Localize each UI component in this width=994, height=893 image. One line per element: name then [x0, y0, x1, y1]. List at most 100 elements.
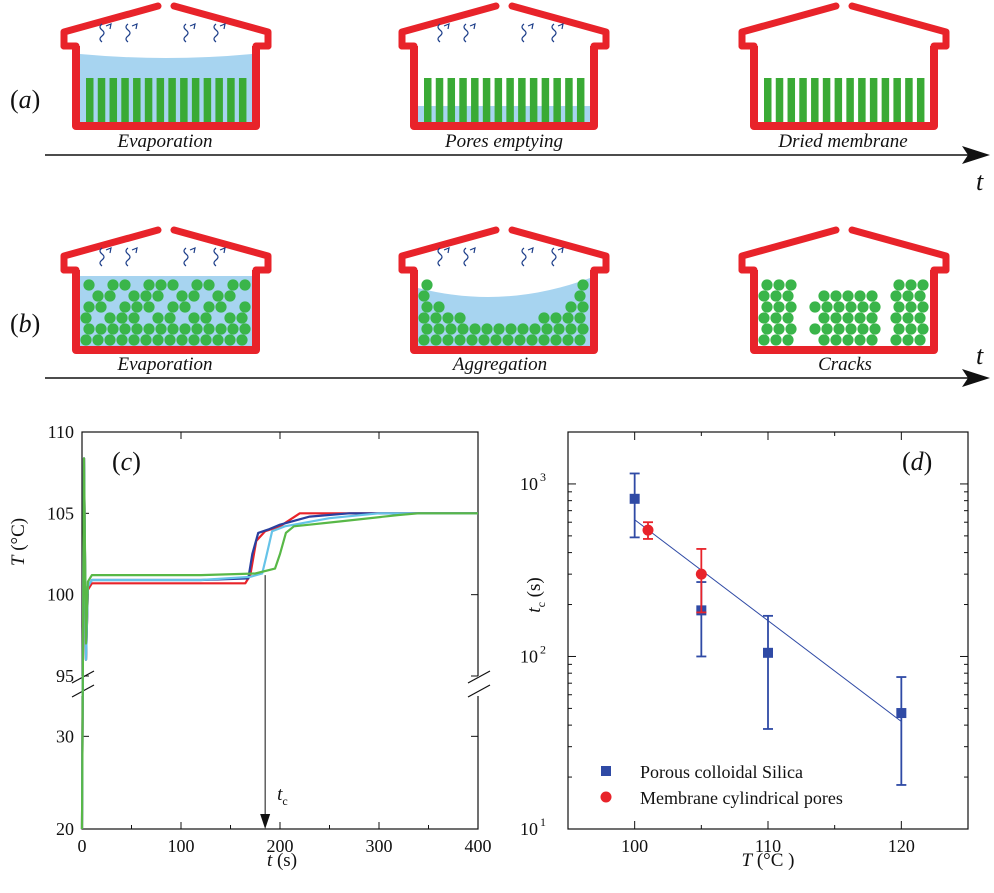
particle [155, 323, 167, 335]
vapor-wave [463, 23, 469, 43]
membrane-pillar [180, 78, 188, 122]
pot-lid [738, 226, 950, 274]
pot-body [750, 270, 938, 354]
vapor-arrow [527, 247, 534, 254]
particle [155, 279, 167, 291]
particle [107, 323, 119, 335]
particle [215, 323, 227, 335]
pot-lid [738, 2, 950, 50]
particle [505, 323, 517, 335]
pot-body [72, 270, 260, 354]
panel-a-caption-3: Dried membrane [777, 131, 907, 152]
vapor-wave [99, 247, 105, 267]
particle [119, 323, 131, 335]
vapor-arrow [189, 247, 196, 254]
particle [818, 312, 830, 324]
particle [893, 279, 905, 291]
particle [773, 279, 785, 291]
particle [478, 334, 490, 346]
particle [490, 334, 502, 346]
vapor-arrow [131, 247, 138, 254]
vapor-wave [213, 247, 219, 267]
membrane-pillar [121, 78, 129, 122]
particle [917, 323, 929, 335]
panel-c-frame [81, 431, 479, 830]
particle [83, 323, 95, 335]
particle [131, 301, 143, 313]
y-tick-label: 10 [520, 819, 538, 839]
particle [188, 290, 200, 302]
particle [758, 290, 770, 302]
panel-b-caption-3: Cracks [818, 354, 872, 375]
particle [842, 334, 854, 346]
membrane-pillar [482, 78, 491, 122]
x-tick-label: 400 [465, 836, 492, 856]
legend-silica-label: Porous colloidal Silica [640, 762, 803, 782]
particle [577, 323, 589, 335]
particle [902, 312, 914, 324]
particle [116, 334, 128, 346]
data-point-square [896, 708, 907, 719]
pot-body [750, 46, 938, 130]
particle [782, 290, 794, 302]
x-tick-label: 110 [755, 836, 781, 856]
particle [152, 290, 164, 302]
temperature-curve [80, 457, 478, 830]
particle [445, 323, 457, 335]
particle [80, 312, 92, 324]
pot-lid [60, 2, 272, 50]
particle [514, 334, 526, 346]
x-tick-label: 120 [888, 836, 915, 856]
membrane-pillar [764, 78, 772, 122]
particle [212, 290, 224, 302]
particle [143, 301, 155, 313]
membrane-pillar [459, 78, 467, 122]
panel-a-arrowhead [962, 146, 990, 164]
pot-body [72, 46, 260, 130]
panel-d-label: (d) [902, 447, 932, 476]
vapor-arrow [219, 247, 226, 254]
particle [203, 301, 215, 313]
particle [104, 312, 116, 324]
y-tick-label: 10 [520, 474, 538, 494]
panel-c-xlabel: t (s) [267, 850, 297, 871]
membrane-pillar [916, 78, 925, 122]
membrane-pillar [846, 78, 854, 122]
particle [842, 312, 854, 324]
particle [866, 290, 878, 302]
particle [893, 323, 905, 335]
particle [770, 334, 782, 346]
membrane-pillar [822, 78, 831, 122]
x-tick-label: 100 [168, 836, 195, 856]
particle [454, 334, 466, 346]
panel-c-tc-annotation: tc [260, 575, 288, 829]
pot-body [410, 46, 598, 130]
particle [538, 312, 550, 324]
vapor-arrow [557, 247, 564, 254]
particle [179, 323, 191, 335]
particle [577, 301, 589, 313]
x-tick-label: 100 [621, 836, 648, 856]
vapor-arrow [557, 23, 564, 30]
particle [128, 312, 140, 324]
y-tick-label: 95 [56, 666, 74, 686]
particle [92, 290, 104, 302]
vapor-wave [521, 247, 527, 267]
particle [818, 334, 830, 346]
particle [164, 334, 176, 346]
legend-square-marker [601, 766, 611, 776]
particle [167, 301, 179, 313]
y-tick-exponent: 2 [540, 642, 546, 656]
particle [227, 323, 239, 335]
particle [565, 323, 577, 335]
particle [758, 334, 770, 346]
particle [869, 323, 881, 335]
particle [890, 312, 902, 324]
membrane-pillar [168, 78, 176, 122]
particle [854, 290, 866, 302]
particle [212, 334, 224, 346]
particle [203, 323, 215, 335]
membrane-pillar [133, 78, 141, 122]
particle [917, 301, 929, 313]
vapor-arrow [219, 23, 226, 30]
